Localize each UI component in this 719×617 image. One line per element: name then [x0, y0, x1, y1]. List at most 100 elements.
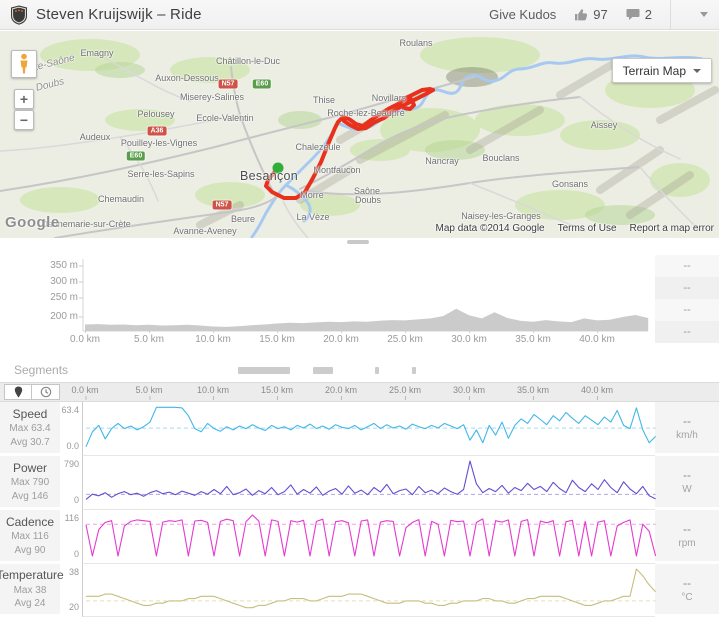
power-chart[interactable] [82, 456, 656, 510]
yaxis-min: 0.0 [66, 441, 79, 451]
cadence-chart[interactable] [82, 510, 656, 564]
give-kudos-link[interactable]: Give Kudos [489, 7, 557, 22]
segment-effort-bar[interactable] [238, 367, 290, 374]
route-map[interactable]: Emagny Haute-Saône Doubs Châtillon-le-Duc Au… [0, 31, 719, 238]
road-badge: N57 [212, 200, 232, 210]
stream-yaxis: 38 20 [60, 564, 82, 617]
yaxis-min: 20 [68, 602, 79, 612]
elevation-profile[interactable]: 350 m 300 m 250 m 200 m 0.0 km 5.0 km 10.0… [0, 245, 719, 358]
map-type-label: Terrain Map [622, 63, 686, 78]
stream-avg: Avg 24 [14, 598, 46, 610]
elevation-ytick: 200 m [50, 311, 78, 322]
stream-unit: km/h [676, 430, 698, 441]
kudos-count: 97 [593, 7, 608, 22]
map-type-caret-icon [693, 68, 701, 73]
distance-tick: 15.0 km [259, 329, 295, 345]
distance-tick: 30.0 km [452, 385, 486, 400]
route-line [264, 87, 435, 200]
kudos-count-group[interactable]: 97 [574, 7, 608, 22]
stream-max: Max 790 [10, 477, 50, 489]
distance-tick: 15.0 km [260, 385, 294, 400]
stream-avg: Avg 30.7 [10, 436, 50, 448]
yaxis-max: 790 [63, 459, 79, 469]
yaxis-max: 63.4 [61, 405, 79, 415]
distance-tick: 10.0 km [196, 385, 230, 400]
stream-current-value: -- [683, 575, 691, 590]
elevation-area-chart [79, 259, 649, 332]
comment-count: 2 [644, 7, 652, 22]
stream-avg: Avg 146 [11, 490, 49, 502]
stat-value: -- [655, 321, 719, 343]
yaxis-min: 0 [73, 549, 79, 559]
distance-tick: 40.0 km [580, 385, 614, 400]
distance-tick: 5.0 km [133, 329, 165, 345]
distance-tick: 25.0 km [388, 385, 422, 400]
speed-chart[interactable] [82, 402, 656, 456]
map-data-credit: Map data ©2014 Google [435, 223, 545, 234]
map-resize-handle[interactable] [347, 240, 369, 244]
distance-tick: 35.0 km [516, 385, 550, 400]
yaxis-max: 116 [64, 513, 79, 523]
activity-title: Steven Kruijswijk – Ride [36, 6, 202, 23]
stream-unit: rpm [678, 538, 696, 549]
stream-max: Max 63.4 [9, 423, 51, 435]
stream-current-value: -- [683, 522, 691, 536]
segment-effort-bar[interactable] [375, 367, 379, 374]
stream-value-panel: -- km/h [655, 402, 719, 456]
road-badge: E60 [126, 151, 146, 161]
segment-effort-bar[interactable] [313, 367, 333, 374]
elevation-ytick: 250 m [50, 292, 78, 303]
stream-avg: Avg 90 [14, 544, 46, 556]
header-divider [670, 0, 671, 30]
google-logo: Google [5, 214, 60, 231]
stream-yaxis: 116 0 [60, 510, 82, 564]
stream-yaxis: 63.4 0.0 [60, 402, 82, 456]
stream-max: Max 116 [11, 531, 49, 543]
stat-value: -- [655, 277, 719, 299]
report-map-error-link[interactable]: Report a map error [629, 223, 714, 234]
map-zoom-in-button[interactable]: + [14, 89, 34, 109]
comment-count-group[interactable]: 2 [626, 7, 652, 22]
road-badge: E60 [252, 79, 272, 89]
distance-tick: 20.0 km [324, 385, 358, 400]
stream-name: Temperature [0, 568, 64, 583]
actions-dropdown-button[interactable] [689, 0, 719, 30]
elevation-ytick: 350 m [50, 260, 78, 271]
streams-panel: Speed Max 63.4 Avg 30.7 63.4 0.0 -- km/h… [0, 402, 719, 617]
street-view-pegman-button[interactable] [11, 50, 37, 78]
yaxis-min: 0 [73, 495, 79, 505]
stream-name: Speed [12, 406, 48, 421]
stream-sidebar: Power Max 790 Avg 146 [0, 456, 60, 510]
streams-toolbar: 0.0 km 5.0 km 10.0 km 15.0 km 20.0 km 25.0 km… [0, 382, 719, 402]
yaxis-max: 38 [68, 567, 79, 577]
distance-tick: 0.0 km [71, 385, 99, 400]
segment-effort-bar[interactable] [412, 367, 416, 374]
elevation-ytick: 300 m [50, 276, 78, 287]
segments-label: Segments [14, 363, 69, 377]
segments-row: Segments [0, 358, 719, 382]
start-marker [272, 162, 284, 174]
map-zoom-out-button[interactable]: − [14, 110, 34, 130]
stream-unit: °C [681, 591, 693, 603]
stream-sidebar: Speed Max 63.4 Avg 30.7 [0, 402, 60, 456]
stream-row-temperature: Temperature Max 38 Avg 24 38 20 -- °C [0, 564, 719, 617]
map-pin-toggle-button[interactable] [4, 384, 32, 400]
stream-value-panel: -- °C [655, 564, 719, 617]
temperature-chart[interactable] [82, 564, 656, 617]
map-type-button[interactable]: Terrain Map [611, 58, 712, 83]
elevation-stats-panel: -- -- -- -- [655, 255, 719, 343]
terms-of-use-link[interactable]: Terms of Use [557, 223, 617, 234]
stream-sidebar: Cadence Max 116 Avg 90 [0, 510, 60, 564]
stream-current-value: -- [683, 468, 691, 482]
distance-tick: 35.0 km [515, 329, 551, 345]
distance-tick: 5.0 km [135, 385, 163, 400]
stream-row-cadence: Cadence Max 116 Avg 90 116 0 -- rpm [0, 510, 719, 564]
time-toggle-button[interactable] [32, 384, 60, 400]
stream-sidebar: Temperature Max 38 Avg 24 [0, 564, 64, 617]
map-attribution: Map data ©2014 Google Terms of Use Repor… [435, 223, 714, 234]
distance-tick: 25.0 km [387, 329, 423, 345]
stat-value: -- [655, 299, 719, 321]
comment-icon [626, 8, 640, 21]
road-badge: N57 [218, 79, 238, 89]
